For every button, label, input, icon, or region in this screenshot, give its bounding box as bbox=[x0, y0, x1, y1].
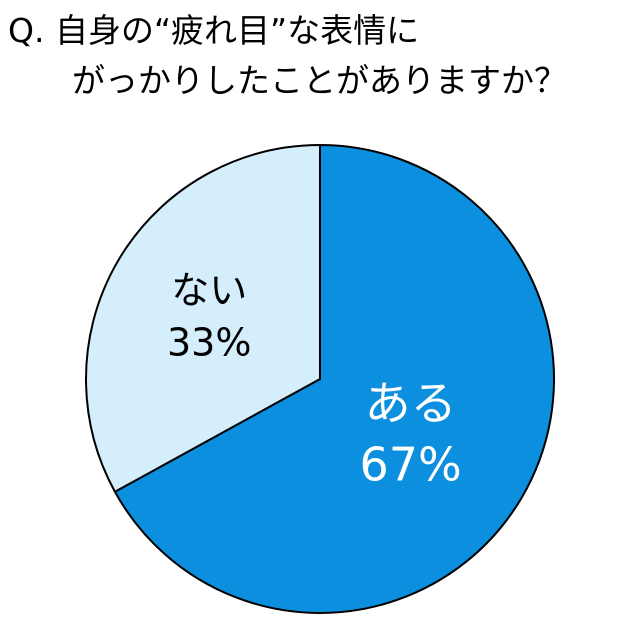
slice-label-yes: ある bbox=[365, 377, 457, 431]
slice-value-yes: 67% bbox=[360, 438, 462, 492]
slice-value-no: 33% bbox=[167, 320, 251, 364]
pie-slice-no bbox=[85, 143, 321, 494]
title-line-1: Q. 自身の“疲れ目”な表情に bbox=[8, 11, 420, 50]
pie-slice-yes bbox=[113, 143, 555, 614]
title-line-2: がっかりしたことがありますか？ bbox=[72, 61, 567, 100]
slice-label-no: ない bbox=[171, 268, 247, 312]
chart-title: Q. 自身の“疲れ目”な表情に がっかりしたことがありますか？ bbox=[8, 6, 567, 106]
